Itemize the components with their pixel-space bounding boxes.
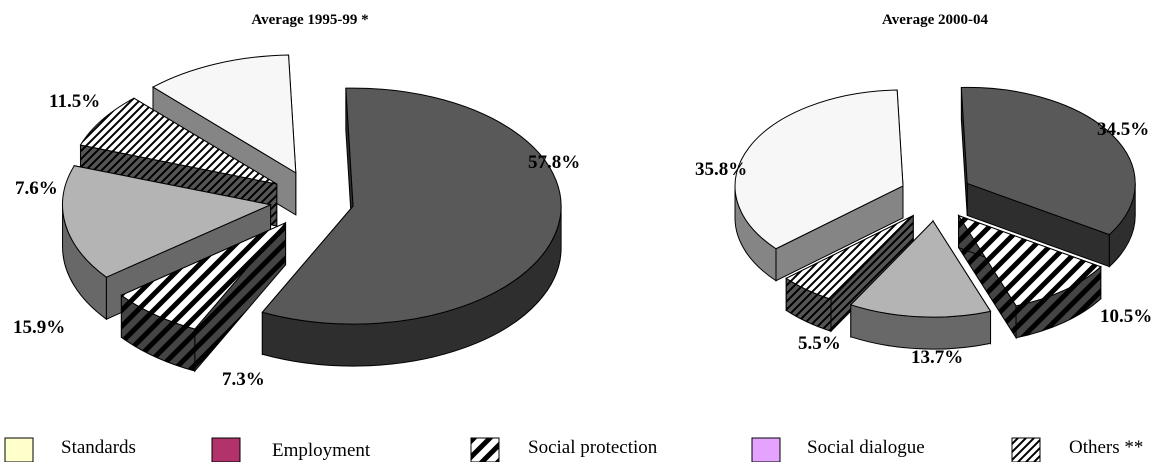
slice-label-social-dialogue-2000: 13.7%: [911, 347, 963, 368]
pie-slice-top-employment: [261, 87, 562, 325]
slice-label-standards-1995: 11.5%: [49, 91, 100, 112]
legend-swatch-standards: [4, 437, 34, 462]
pie-slice-top-others: [785, 215, 914, 300]
legend-label-others: Others **: [1069, 437, 1143, 458]
slice-label-social-protection-2000: 10.5%: [1100, 306, 1152, 327]
legend-swatch-social-dialogue: [751, 437, 781, 462]
pie-slice-standards: [734, 89, 904, 282]
pie-slice-top-employment: [960, 86, 1136, 236]
pie-slice-top-social-protection: [957, 214, 1102, 307]
legend-label-social-protection: Social protection: [528, 437, 658, 458]
legend-label-employment: Employment: [272, 440, 371, 461]
legend-swatch-social-protection: [470, 437, 500, 462]
pie-1995-99: [62, 54, 562, 373]
slice-label-others-1995: 7.6%: [15, 178, 58, 199]
pie-2000-04: [734, 86, 1136, 350]
pie-slice-others: [785, 214, 914, 333]
legend-swatch-employment: [211, 437, 241, 462]
legend-swatch-others: [1011, 437, 1041, 462]
pie-slice-social-protection: [120, 221, 287, 373]
pie-slice-top-social-dialogue: [62, 165, 273, 278]
legend-label-social-dialogue: Social dialogue: [807, 437, 925, 458]
pie-slice-top-standards: [734, 89, 904, 250]
pie-slice-employment: [261, 87, 562, 367]
pie-slice-top-others: [79, 97, 278, 185]
slice-label-employment-2000: 34.5%: [1097, 119, 1149, 140]
slice-label-social-protection-1995: 7.3%: [222, 369, 265, 390]
chart-title-2000-04: Average 2000-04: [882, 12, 988, 28]
legend: Standards Employment Social protection S…: [4, 437, 1143, 462]
slice-label-social-dialogue-1995: 15.9%: [13, 317, 65, 338]
pie-slice-social-protection: [957, 213, 1102, 340]
pie-slice-social-dialogue: [62, 165, 273, 321]
slice-label-employment-1995: 57.8%: [528, 152, 580, 173]
pie-slice-employment: [960, 86, 1136, 268]
pie-slice-top-social-dialogue: [849, 220, 992, 318]
chart-title-1995-99: Average 1995-99 *: [251, 12, 368, 28]
pie-slice-social-dialogue: [849, 219, 992, 350]
pie-slice-top-social-protection: [120, 222, 286, 330]
slice-label-standards-2000: 35.8%: [695, 159, 747, 180]
slice-label-others-2000: 5.5%: [798, 333, 841, 354]
pie-slice-top-standards: [151, 54, 297, 174]
legend-label-standards: Standards: [61, 437, 136, 458]
